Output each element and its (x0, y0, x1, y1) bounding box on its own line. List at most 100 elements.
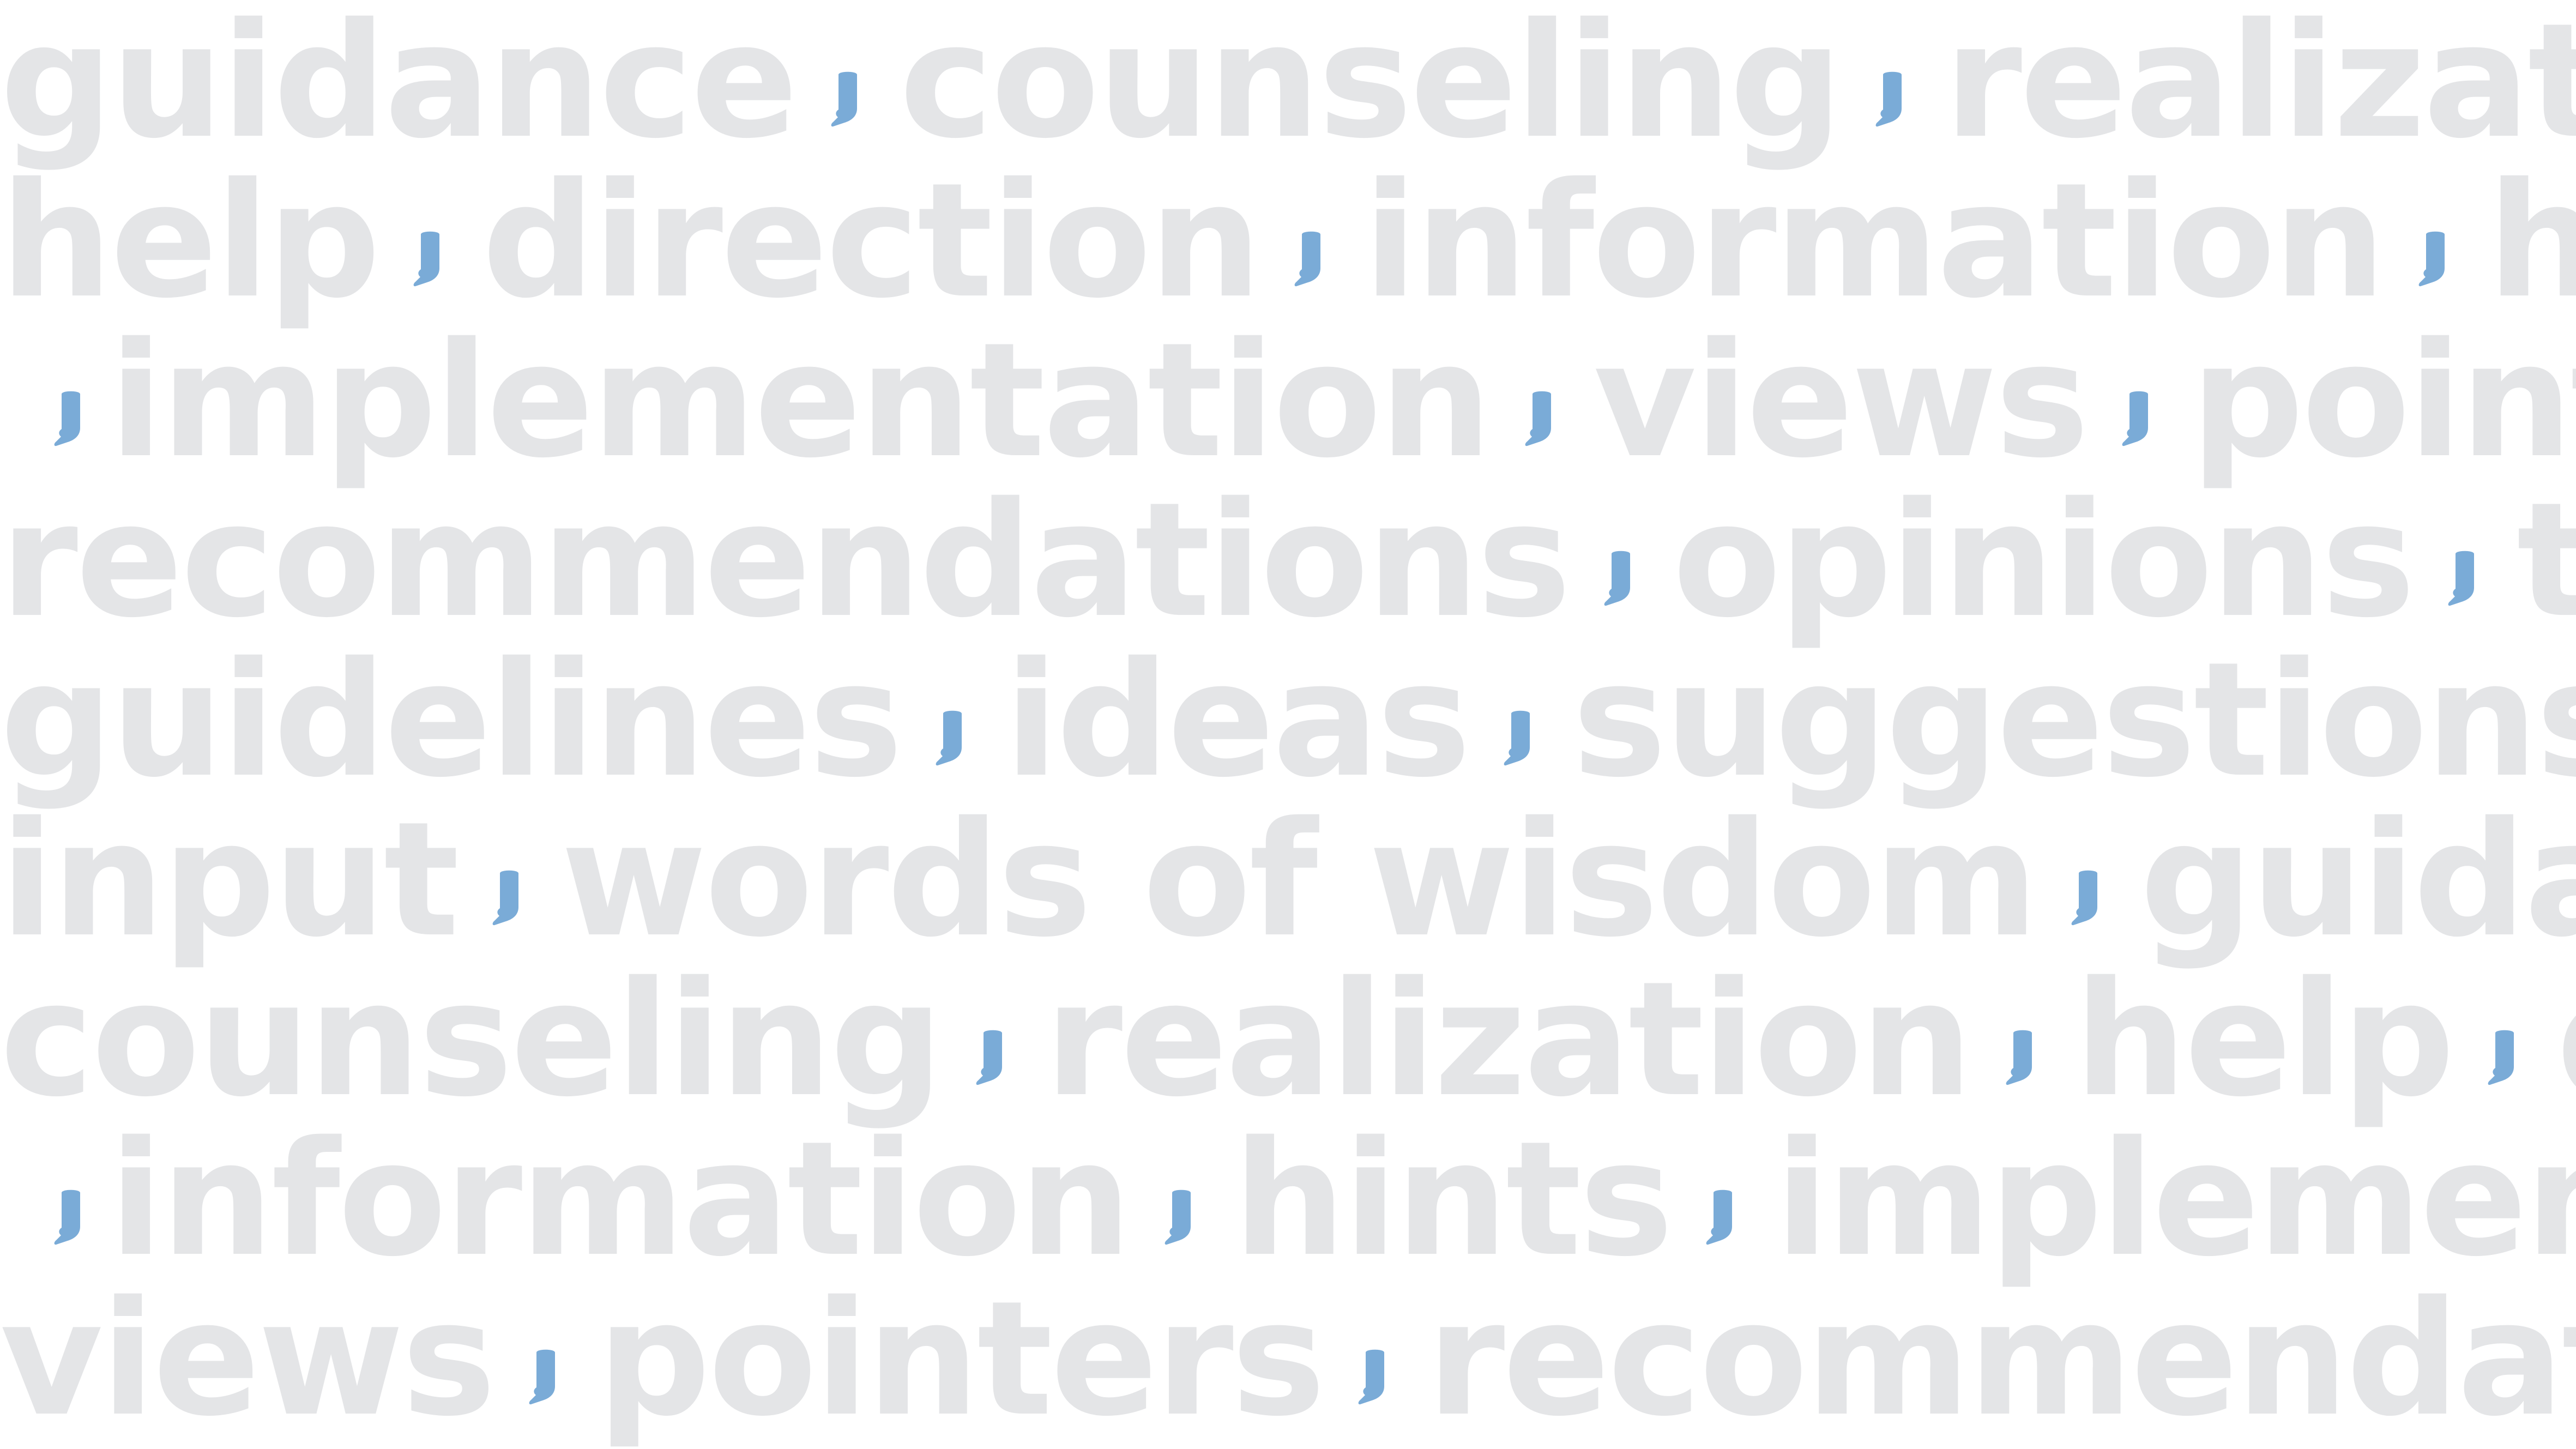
comma-shape (54, 1190, 80, 1245)
word-label: views (0, 1267, 496, 1449)
word-label: counseling (899, 0, 1843, 173)
comma-speech-bubble-icon (901, 666, 1004, 775)
comma-speech-bubble-icon (2122, 391, 2149, 446)
text-line: informationhintsimplementation (33, 1121, 2576, 1279)
word-label: input (0, 788, 460, 972)
word-label: opinions (1672, 469, 2415, 653)
comma-speech-bubble-icon (1504, 710, 1530, 766)
word-label: pointers (597, 1267, 1326, 1449)
comma-speech-bubble-icon (2418, 231, 2445, 287)
comma-speech-bubble-icon (1295, 231, 1321, 287)
comma-speech-bubble-icon (54, 1190, 80, 1245)
word-label: words of wisdom (560, 788, 2039, 972)
comma-shape (2488, 1030, 2514, 1085)
comma-speech-bubble-icon (2087, 346, 2191, 455)
text-line: guidancecounselingrealization (0, 3, 2576, 161)
comma-speech-bubble-icon (2488, 1030, 2514, 1085)
comma-speech-bubble-icon (1259, 186, 1363, 295)
comma-speech-bubble-icon (1706, 1190, 1733, 1245)
word-label: guidelines (0, 629, 903, 812)
word-label: recommendations (0, 469, 1571, 653)
word-label: information (1363, 149, 2386, 333)
comma-speech-bubble-icon (1490, 346, 1594, 455)
comma-shape (1358, 1349, 1385, 1405)
comma-speech-bubble-icon (1165, 1190, 1191, 1245)
comma-shape (529, 1349, 555, 1405)
comma-speech-bubble-icon (529, 1349, 555, 1405)
comma-speech-bubble-icon (2453, 985, 2556, 1094)
word-label: realization (1944, 0, 2576, 173)
comma-shape (976, 1030, 1003, 1085)
word-label: direction (482, 149, 1262, 333)
comma-speech-bubble-icon (413, 231, 440, 287)
word-label: pointers (2191, 309, 2576, 493)
word-label: counseling (0, 948, 943, 1132)
comma-speech-bubble-icon (831, 71, 857, 127)
word-label: guidance (2140, 788, 2576, 972)
comma-speech-bubble-icon (457, 825, 561, 934)
comma-shape (1604, 551, 1630, 606)
comma-shape (2071, 870, 2098, 926)
text-line: helpdirectioninformationhints (0, 162, 2576, 321)
comma-speech-bubble-icon (2036, 825, 2140, 934)
word-label: help (0, 149, 381, 333)
comma-speech-bubble-icon (2413, 506, 2517, 615)
comma-shape (936, 710, 962, 766)
word-label: suggestions (1572, 629, 2576, 812)
comma-shape (2448, 551, 2475, 606)
word-label: tips (2517, 469, 2576, 653)
word-label: realization (1045, 948, 1972, 1132)
comma-speech-bubble-icon (1358, 1349, 1385, 1405)
comma-speech-bubble-icon (378, 186, 482, 295)
comma-shape (1525, 391, 1551, 446)
word-label: information (109, 1108, 1132, 1291)
word-label: recommendations (1427, 1267, 2576, 1449)
comma-speech-bubble-icon (1469, 666, 1572, 775)
word-label: ideas (1004, 629, 1471, 812)
comma-shape (1504, 710, 1530, 766)
comma-speech-bubble-icon (33, 346, 109, 455)
comma-speech-bubble-icon (33, 1145, 109, 1254)
comma-shape (54, 391, 80, 446)
comma-speech-bubble-icon (1130, 1145, 1233, 1254)
comma-shape (1706, 1190, 1733, 1245)
comma-speech-bubble-icon (1604, 551, 1630, 606)
comma-shape (492, 870, 518, 926)
text-line: viewspointersrecommendations (0, 1281, 2576, 1439)
comma-speech-bubble-icon (494, 1305, 598, 1414)
comma-shape (831, 71, 857, 127)
comma-speech-bubble-icon (1841, 27, 1944, 136)
comma-speech-bubble-icon (1875, 71, 1902, 127)
comma-speech-bubble-icon (976, 1030, 1003, 1085)
comma-speech-bubble-icon (1671, 1145, 1775, 1254)
word-label: implementation (1775, 1108, 2576, 1291)
comma-speech-bubble-icon (1971, 985, 2074, 1094)
comma-shape (413, 231, 440, 287)
word-label: guidance (0, 0, 798, 173)
word-label: views (1593, 309, 2090, 493)
comma-speech-bubble-icon (2448, 551, 2475, 606)
word-label: hints (1233, 1108, 1674, 1291)
comma-speech-bubble-icon (2384, 186, 2487, 295)
comma-speech-bubble-icon (941, 985, 1045, 1094)
comma-shape (2006, 1030, 2032, 1085)
comma-shape (1875, 71, 1902, 127)
word-label: implementation (109, 309, 1492, 493)
text-line: recommendationsopinionstips (0, 482, 2576, 640)
comma-speech-bubble-icon (492, 870, 518, 926)
comma-speech-bubble-icon (1569, 506, 1673, 615)
comma-speech-bubble-icon (2071, 870, 2098, 926)
text-line: counselingrealizationhelpdirection (0, 961, 2576, 1119)
comma-speech-bubble-icon (1525, 391, 1551, 446)
comma-shape (2122, 391, 2149, 446)
word-label: hints (2487, 149, 2576, 333)
comma-shape (1295, 231, 1321, 287)
word-label: direction (2556, 961, 2576, 1119)
comma-speech-bubble-icon (796, 27, 900, 136)
word-label: help (2074, 948, 2455, 1132)
comma-speech-bubble-icon (54, 391, 80, 446)
comma-speech-bubble-icon (936, 710, 962, 766)
comma-speech-bubble-icon (1323, 1305, 1427, 1414)
